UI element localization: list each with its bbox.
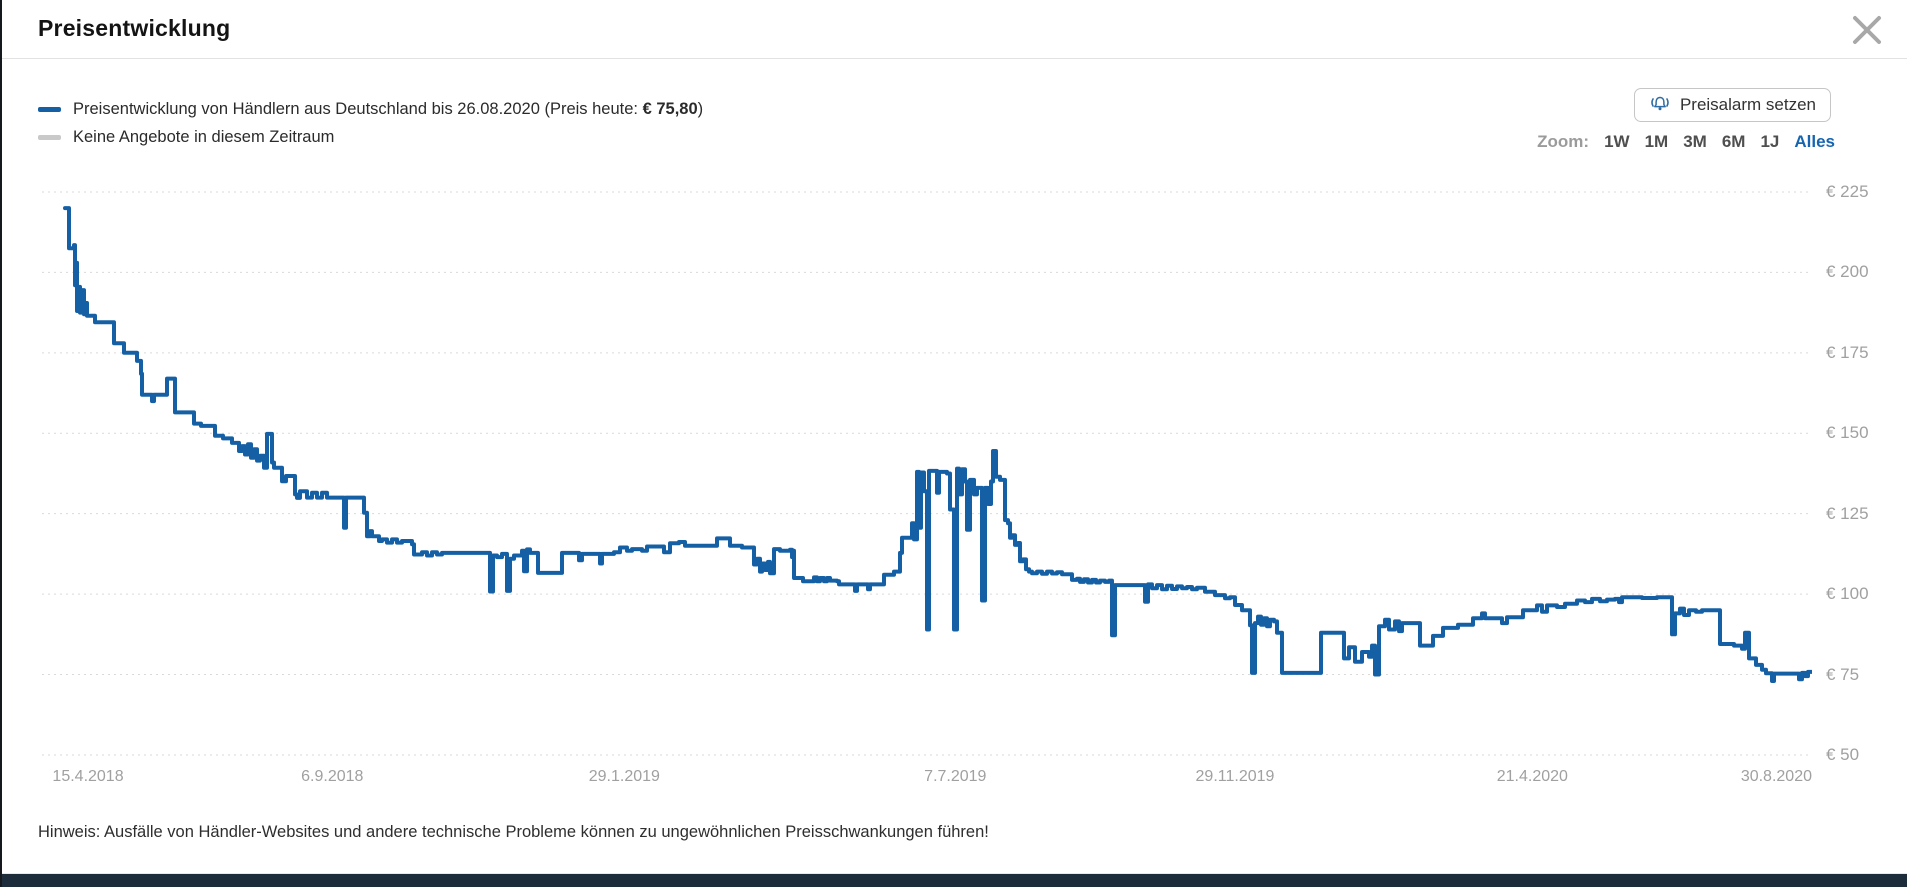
y-axis-label: € 50 xyxy=(1826,744,1860,764)
x-axis-label: 30.8.2020 xyxy=(1740,768,1812,785)
y-axis-label: € 125 xyxy=(1826,503,1869,523)
close-icon xyxy=(1845,16,1889,55)
legend-item-price-series: Preisentwicklung von Händlern aus Deutsc… xyxy=(38,98,703,120)
y-axis-label: € 150 xyxy=(1826,423,1869,443)
close-button[interactable] xyxy=(1845,8,1889,52)
zoom-option-6m[interactable]: 6M xyxy=(1721,132,1746,151)
price-alert-button[interactable]: Preisalarm setzen xyxy=(1633,88,1831,122)
zoom-option-alles[interactable]: Alles xyxy=(1794,132,1835,151)
zoom-option-1m[interactable]: 1M xyxy=(1644,132,1669,151)
price-chart[interactable]: € 225 € 200 € 175 € 150 € 125 € 100 € 75 € 50 1… xyxy=(42,150,1907,798)
dialog-header: Preisentwicklung xyxy=(2,0,1907,59)
zoom-controls-label: Zoom: xyxy=(1537,132,1590,151)
x-axis-label: 6.9.2018 xyxy=(301,768,364,785)
y-axis-label: € 75 xyxy=(1826,664,1860,684)
blue-line-swatch-icon xyxy=(38,106,61,112)
x-axis-label: 7.7.2019 xyxy=(924,768,987,785)
x-axis-label: 29.1.2019 xyxy=(588,768,660,785)
x-axis-label: 15.4.2018 xyxy=(52,768,124,785)
chart-legend: Preisentwicklung von Händlern aus Deutsc… xyxy=(38,98,703,154)
page-title: Preisentwicklung xyxy=(38,15,231,41)
zoom-controls: Zoom: 1W 1M 3M 6M 1J Alles xyxy=(1537,132,1835,152)
x-axis-label: 21.4.2020 xyxy=(1496,768,1568,785)
y-axis-label: € 100 xyxy=(1826,584,1869,604)
price-today: € 75,80 xyxy=(642,99,698,118)
zoom-option-1w[interactable]: 1W xyxy=(1604,132,1630,151)
x-axis: 15.4.2018 6.9.2018 29.1.2019 7.7.2019 29.11.… xyxy=(42,768,1812,792)
y-axis-label: € 225 xyxy=(1826,182,1869,201)
bell-icon xyxy=(1649,95,1671,115)
y-axis-label: € 175 xyxy=(1826,342,1869,362)
hint-text: Hinweis: Ausfälle von Händler-Websites u… xyxy=(38,823,989,841)
legend-item-label: Preisentwicklung von Händlern aus Deutsc… xyxy=(73,99,704,118)
price-alert-label: Preisalarm setzen xyxy=(1679,95,1816,114)
price-line xyxy=(63,206,1812,683)
price-chart-svg xyxy=(42,191,1812,756)
zoom-option-1j[interactable]: 1J xyxy=(1760,132,1780,151)
y-axis: € 225 € 200 € 175 € 150 € 125 € 100 € 75 € 50 xyxy=(1826,150,1907,775)
x-axis-label: 29.11.2019 xyxy=(1195,768,1275,785)
zoom-option-3m[interactable]: 3M xyxy=(1683,132,1707,151)
bottom-page-bar xyxy=(2,873,1907,887)
legend-item-label: Keine Angebote in diesem Zeitraum xyxy=(73,127,335,146)
gray-line-swatch-icon xyxy=(38,134,61,140)
y-axis-label: € 200 xyxy=(1826,262,1869,282)
legend-item-no-offers: Keine Angebote in diesem Zeitraum xyxy=(38,126,703,148)
